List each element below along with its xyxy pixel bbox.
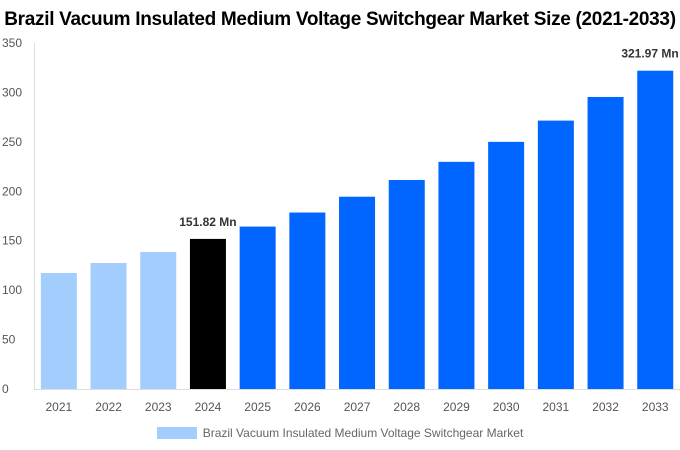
x-tick-label: 2031	[542, 400, 569, 414]
x-tick-label: 2027	[344, 400, 371, 414]
x-tick-label: 2028	[393, 400, 420, 414]
legend-label: Brazil Vacuum Insulated Medium Voltage S…	[202, 426, 524, 440]
bar-2030	[488, 141, 525, 389]
x-tick-label: 2026	[294, 400, 321, 414]
y-tick-label: 100	[2, 283, 22, 297]
x-tick-label: 2033	[642, 400, 669, 414]
legend-swatch	[156, 427, 197, 439]
x-tick-label: 2030	[493, 400, 520, 414]
bar-2025	[239, 226, 276, 389]
data-label: 321.97 Mn	[621, 47, 678, 61]
y-tick-label: 350	[2, 36, 22, 50]
bar-2022	[90, 262, 127, 389]
bar-2029	[438, 161, 475, 389]
data-label: 151.82 Mn	[179, 215, 236, 229]
bar-2033	[637, 70, 674, 389]
y-tick-label: 250	[2, 135, 22, 149]
x-tick-label: 2023	[145, 400, 172, 414]
bar-2023	[140, 251, 177, 389]
x-tick-label: 2032	[592, 400, 619, 414]
x-tick-label: 2021	[45, 400, 72, 414]
bar-2032	[587, 96, 624, 389]
y-tick-label: 50	[2, 333, 16, 347]
bar-2021	[40, 273, 77, 389]
bar-2026	[289, 212, 326, 389]
bar-2028	[388, 180, 425, 389]
y-tick-label: 200	[2, 184, 22, 198]
y-tick-label: 300	[2, 85, 22, 99]
x-tick-label: 2022	[95, 400, 122, 414]
x-tick-label: 2024	[195, 400, 222, 414]
legend: Brazil Vacuum Insulated Medium Voltage S…	[0, 426, 680, 440]
bar-2027	[339, 196, 376, 389]
y-tick-label: 0	[2, 382, 9, 396]
bar-2024	[189, 238, 226, 389]
bar-2031	[537, 120, 574, 390]
chart-title: Brazil Vacuum Insulated Medium Voltage S…	[4, 9, 676, 30]
x-tick-label: 2025	[244, 400, 271, 414]
x-tick-label: 2029	[443, 400, 470, 414]
y-tick-label: 150	[2, 234, 22, 248]
